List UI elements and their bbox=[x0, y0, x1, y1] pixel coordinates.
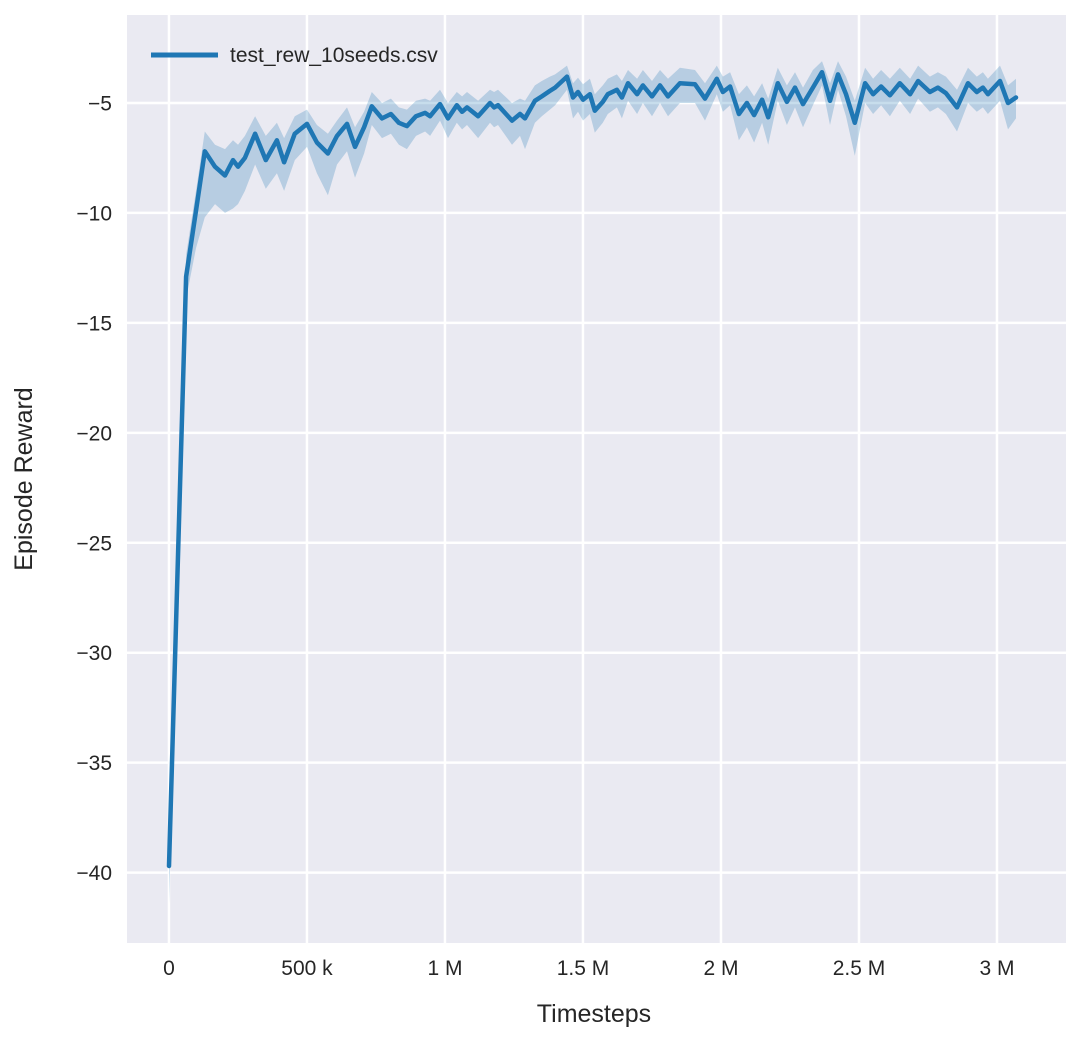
series-line bbox=[166, 69, 1019, 869]
y-tick-label: −40 bbox=[76, 862, 112, 885]
mean-line bbox=[166, 69, 1019, 869]
legend: test_rew_10seeds.csv bbox=[151, 44, 438, 67]
y-tick-label: −35 bbox=[76, 752, 112, 775]
axes-background bbox=[127, 15, 1066, 943]
y-tick-label: −15 bbox=[76, 312, 112, 335]
y-axis-title: Episode Reward bbox=[10, 387, 38, 570]
x-tick-label: 2 M bbox=[703, 957, 738, 980]
x-tick-labels: 0 500 k 1 M 1.5 M 2 M 2.5 M 3 M bbox=[163, 957, 1014, 980]
plot-background bbox=[127, 15, 1066, 943]
x-tick-label: 1 M bbox=[427, 957, 462, 980]
x-tick-label: 2.5 M bbox=[833, 957, 886, 980]
y-tick-label: −30 bbox=[76, 642, 112, 665]
gridlines bbox=[127, 15, 1066, 943]
confidence-band-area bbox=[169, 61, 1016, 904]
y-tick-label: −5 bbox=[88, 92, 112, 115]
x-tick-label: 1.5 M bbox=[557, 957, 610, 980]
x-axis-title: Timesteps bbox=[537, 1000, 651, 1028]
legend-label: test_rew_10seeds.csv bbox=[230, 44, 438, 67]
x-tick-label: 500 k bbox=[281, 957, 333, 980]
y-tick-labels: −5 −10 −15 −20 −25 −30 −35 −40 bbox=[76, 92, 112, 885]
confidence-band bbox=[169, 61, 1016, 904]
y-tick-label: −10 bbox=[76, 202, 112, 225]
y-tick-label: −25 bbox=[76, 532, 112, 555]
x-tick-label: 3 M bbox=[979, 957, 1014, 980]
y-tick-label: −20 bbox=[76, 422, 112, 445]
x-tick-label: 0 bbox=[163, 957, 175, 980]
